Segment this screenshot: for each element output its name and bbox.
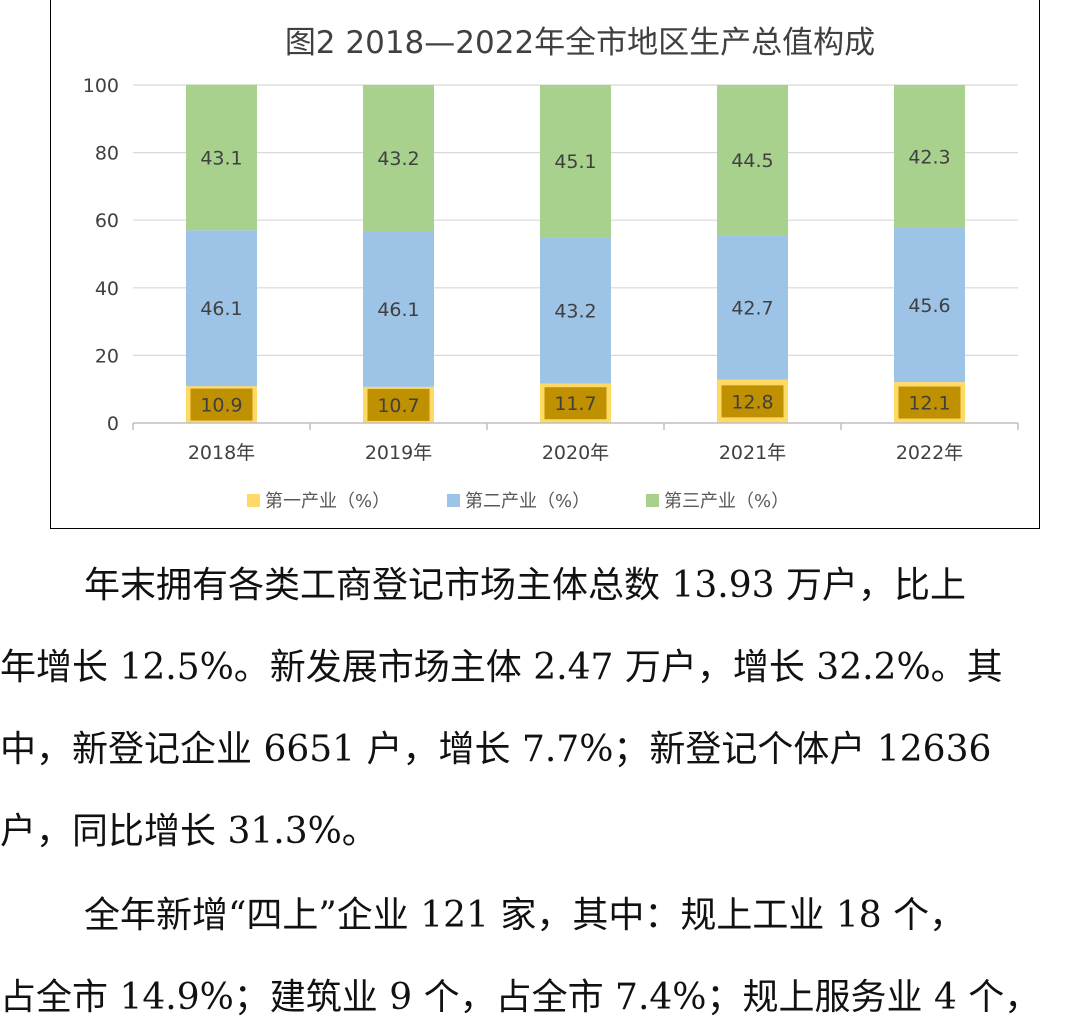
x-tick-label: 2021年 <box>719 442 786 464</box>
legend-label: 第二产业（%） <box>465 491 590 512</box>
paragraph-2-line-1: 全年新增“四上”企业 121 家，其中：规上工业 18 个， <box>84 895 966 936</box>
data-label: 12.8 <box>731 391 773 413</box>
legend-label: 第三产业（%） <box>664 491 789 512</box>
data-label: 43.2 <box>554 300 596 322</box>
chart-frame: 图2 2018—2022年全市地区生产总值构成 0 20 40 60 80 100 10.… <box>50 0 1040 529</box>
data-label: 45.6 <box>908 295 950 317</box>
paragraph-1-line-2: 年增长 12.5%。新发展市场主体 2.47 万户，增长 32.2%。其 <box>0 647 1003 688</box>
bar-segment <box>717 85 788 236</box>
chart-title: 图2 2018—2022年全市地区生产总值构成 <box>285 25 875 61</box>
x-axis: 2018年 2019年 2020年 2021年 2022年 <box>132 422 1019 464</box>
bar-segment <box>186 84 257 231</box>
y-tick-label: 60 <box>95 210 119 232</box>
data-label: 43.2 <box>377 148 419 170</box>
data-label: 44.5 <box>731 150 773 172</box>
y-axis-ticks: 0 20 40 60 80 100 <box>83 75 119 435</box>
data-label: 43.1 <box>200 148 242 170</box>
x-tick-label: 2020年 <box>542 442 609 464</box>
x-tick-label: 2022年 <box>896 442 963 464</box>
y-tick-label: 100 <box>83 75 119 97</box>
bar-segment <box>717 235 788 380</box>
data-label: 10.9 <box>200 395 242 417</box>
x-tick-label: 2019年 <box>365 442 432 464</box>
data-label-background <box>190 388 253 421</box>
legend-swatch <box>447 494 460 507</box>
data-label: 46.1 <box>200 298 242 320</box>
data-label: 42.7 <box>731 298 773 320</box>
paragraph-2-line-2: 占全市 14.9%；建筑业 9 个，占全市 7.4%；规上服务业 4 个， <box>0 977 1041 1018</box>
data-label: 42.3 <box>908 146 950 168</box>
data-label-background <box>544 387 607 420</box>
data-label: 45.1 <box>554 151 596 173</box>
bar-segment <box>540 85 611 238</box>
data-label-background <box>898 386 961 419</box>
y-tick-label: 20 <box>95 345 119 367</box>
data-label-background <box>367 388 430 421</box>
bars: 10.9 46.1 43.1 10.7 46.1 43.2 11.7 43.2 45.1 12.8… <box>186 84 965 423</box>
y-tick-label: 40 <box>95 278 119 300</box>
paragraph-1-line-1: 年末拥有各类工商登记市场主体总数 13.93 万户，比上 <box>84 565 966 606</box>
data-label: 46.1 <box>377 299 419 321</box>
bar-segment <box>894 227 965 383</box>
legend-label: 第一产业（%） <box>265 491 390 512</box>
data-label: 12.1 <box>908 393 950 415</box>
data-label-background <box>721 385 784 418</box>
y-tick-label: 80 <box>95 143 119 165</box>
stacked-bar-chart: 图2 2018—2022年全市地区生产总值构成 0 20 40 60 80 100 10.… <box>83 25 1019 512</box>
legend-swatch <box>247 494 260 507</box>
bar-segment <box>363 85 434 232</box>
y-tick-label: 0 <box>107 413 119 435</box>
bar-segment <box>186 230 257 387</box>
bar-segment <box>363 231 434 387</box>
legend: 第一产业（%） 第二产业（%） 第三产业（%） <box>247 491 789 512</box>
data-label: 11.7 <box>554 393 596 415</box>
data-label: 10.7 <box>377 395 419 417</box>
bar-segment <box>894 85 965 228</box>
paragraph-1-line-4: 户，同比增长 31.3%。 <box>0 811 378 852</box>
legend-swatch <box>646 494 659 507</box>
bar-segment <box>540 237 611 384</box>
paragraph-1-line-3: 中，新登记企业 6651 户，增长 7.7%；新登记个体户 12636 <box>0 729 992 770</box>
x-tick-label: 2018年 <box>188 442 255 464</box>
